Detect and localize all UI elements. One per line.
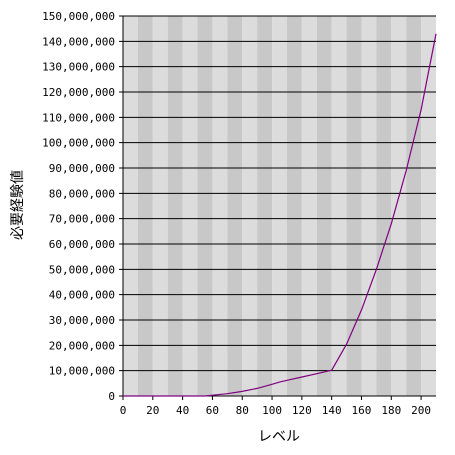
y-tick-label: 130,000,000 [42, 61, 115, 74]
y-tick-label: 40,000,000 [49, 289, 115, 302]
plot-band [257, 16, 273, 396]
plot-band [272, 16, 287, 396]
plot-band [137, 16, 153, 396]
y-tick-label: 150,000,000 [42, 10, 115, 23]
plot-band [421, 16, 436, 396]
y-tick-labels: 0 10,000,000 20,000,000 30,000,000 40,000,00… [42, 10, 115, 403]
plot-band [331, 16, 347, 396]
y-tick-label: 0 [108, 390, 115, 403]
plot-band [301, 16, 317, 396]
y-tick-label: 80,000,000 [49, 187, 115, 200]
x-tick-label: 160 [352, 404, 372, 417]
y-tick-label: 20,000,000 [49, 339, 115, 352]
y-tick-label: 10,000,000 [49, 365, 115, 378]
plot-band [227, 16, 243, 396]
x-tick-label: 0 [120, 404, 127, 417]
y-tick-label: 120,000,000 [42, 86, 115, 99]
plot-band [316, 16, 332, 396]
x-tick-label: 120 [292, 404, 312, 417]
y-tick-label: 100,000,000 [42, 137, 115, 150]
plot-band [406, 16, 422, 396]
plot-band [286, 16, 302, 396]
x-tick-label: 200 [411, 404, 431, 417]
x-tick-label: 180 [381, 404, 401, 417]
plot-band [376, 16, 392, 396]
x-tick-label: 140 [322, 404, 342, 417]
plot-band [197, 16, 213, 396]
x-tick-label: 40 [176, 404, 189, 417]
y-tick-label: 30,000,000 [49, 314, 115, 327]
gridlines [119, 15, 436, 400]
plot-band [123, 16, 138, 396]
plot-band [212, 16, 228, 396]
x-tick-label: 60 [206, 404, 219, 417]
plot-band [167, 16, 183, 396]
plot-background [123, 16, 436, 396]
y-axis-title: 必要経験値 [10, 170, 26, 240]
x-tick-labels: 0 20 40 60 80 100 120 140 160 180 200 [120, 404, 431, 417]
x-axis-title: レベル [258, 429, 300, 445]
x-tick-label: 100 [262, 404, 282, 417]
plot-band [242, 16, 258, 396]
y-tick-label: 70,000,000 [49, 213, 115, 226]
plot-band [152, 16, 168, 396]
x-tick-label: 80 [236, 404, 249, 417]
y-tick-label: 140,000,000 [42, 35, 115, 48]
series-lines [123, 33, 437, 397]
series-line [123, 33, 437, 397]
y-tick-label: 50,000,000 [49, 263, 115, 276]
y-tick-label: 90,000,000 [49, 162, 115, 175]
y-tick-label: 60,000,000 [49, 238, 115, 251]
plot-band [391, 16, 407, 396]
plot-band [361, 16, 377, 396]
y-tick-label: 110,000,000 [42, 111, 115, 124]
x-tick-label: 20 [146, 404, 159, 417]
plot-band [346, 16, 362, 396]
plot-band [182, 16, 198, 396]
